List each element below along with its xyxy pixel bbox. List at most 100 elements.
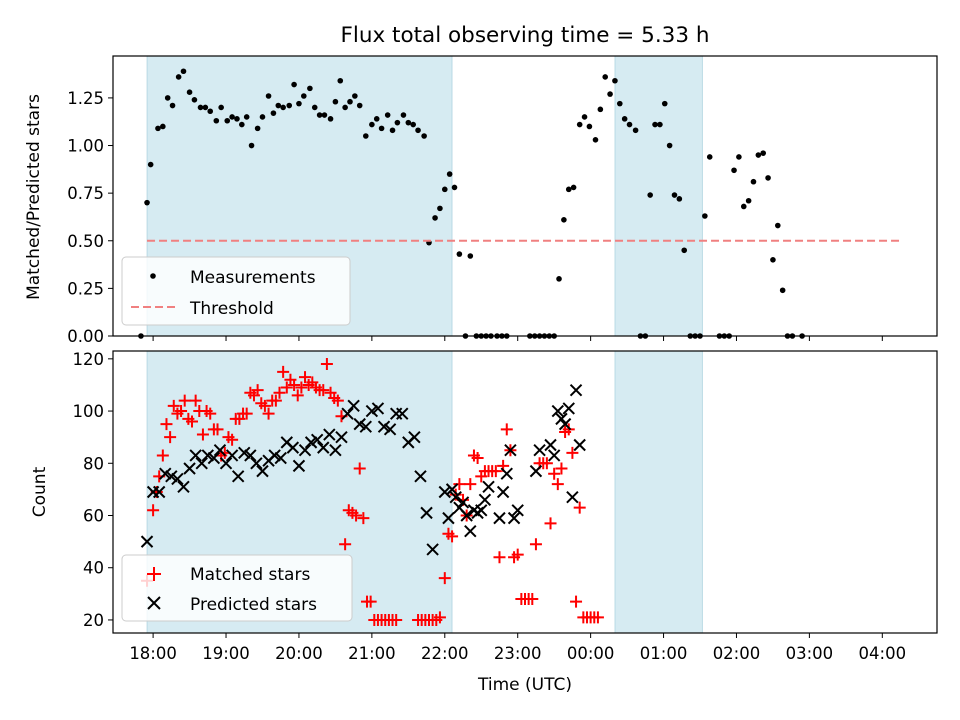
matched-star-point	[446, 530, 459, 543]
measurement-point	[144, 199, 150, 206]
measurement-point	[342, 104, 348, 111]
matched-star-point	[544, 517, 557, 530]
measurement-point	[321, 112, 328, 118]
predicted-star-point	[547, 449, 561, 462]
matched-star-point	[353, 462, 366, 475]
measurement-point	[164, 95, 171, 101]
predicted-star-point	[482, 480, 495, 493]
measurement-point	[229, 114, 235, 120]
matched-star-point	[500, 423, 513, 436]
predicted-star-point	[171, 472, 184, 486]
x-axis-label: Time (UTC)	[477, 675, 572, 695]
count-y-tick-label: 40	[83, 559, 104, 578]
predicted-star-point	[341, 407, 354, 420]
matched-star-point	[529, 538, 542, 551]
matched-star-point	[291, 389, 304, 402]
x-tick-label: 03:00	[786, 644, 834, 663]
matched-star-point	[566, 446, 579, 459]
measurement-point	[207, 108, 214, 115]
predicted-star-point	[449, 491, 462, 504]
measurement-point	[602, 74, 609, 80]
x-tick-label: 19:00	[202, 644, 250, 663]
matched-star-point	[540, 457, 553, 470]
measurement-point	[286, 102, 293, 109]
predicted-star-point	[189, 449, 202, 462]
measurement-point	[373, 116, 380, 122]
predicted-star-point	[256, 464, 269, 478]
matched-star-point	[189, 394, 202, 407]
predicted-star-point	[396, 407, 409, 420]
measurement-point	[740, 203, 747, 210]
predicted-legend-label: Predicted stars	[190, 595, 317, 615]
ratio-y-tick-label: 1.00	[67, 137, 104, 156]
x-tick-label: 21:00	[348, 644, 396, 663]
measurement-point	[597, 106, 604, 113]
measurement-point	[415, 127, 421, 134]
measurement-point	[191, 97, 198, 103]
matched-star-point	[164, 431, 177, 444]
matched-star-point	[185, 415, 198, 428]
predicted-star-point	[569, 383, 583, 397]
predicted-star-point	[244, 449, 257, 462]
measurement-point	[291, 81, 297, 88]
matched-star-point	[273, 386, 286, 399]
ratio-legend: Measurements Threshold	[121, 256, 351, 326]
predicted-star-point	[371, 402, 385, 415]
measurement-point	[362, 133, 369, 139]
bottom-y-axis-label: Count	[30, 466, 50, 517]
measurement-point	[652, 121, 658, 128]
measurement-point	[265, 93, 272, 99]
measurement-point	[671, 192, 678, 198]
matched-star-point	[175, 405, 188, 418]
predicted-star-point	[511, 504, 524, 517]
matched-star-point	[317, 384, 330, 397]
matched-star-point	[204, 407, 217, 420]
measurement-point	[155, 125, 161, 132]
matched-star-point	[277, 365, 290, 378]
predicted-star-point	[496, 485, 510, 499]
matched-star-point	[555, 462, 568, 475]
ratio-panel: 0.00 0.25 0.50 0.75 1.00 1.25	[67, 55, 938, 346]
matched-star-point	[339, 538, 352, 551]
predicted-star-point	[426, 543, 439, 556]
measurement-point	[456, 251, 463, 257]
predicted-star-point	[292, 459, 306, 473]
measurement-point	[400, 112, 407, 118]
matched-star-point	[464, 478, 477, 491]
matched-star-point	[156, 449, 169, 462]
measurement-point	[248, 142, 255, 149]
predicted-star-point	[414, 470, 427, 483]
matched-star-point	[251, 384, 264, 397]
predicted-star-point	[551, 404, 565, 418]
matched-star-point	[211, 423, 224, 436]
matched-star-point	[147, 504, 160, 517]
count-y-tick-label: 60	[83, 507, 104, 526]
measurement-point	[254, 125, 261, 132]
measurement-point	[337, 77, 344, 84]
predicted-star-point	[558, 417, 572, 431]
matched-star-point	[493, 551, 506, 564]
predicted-star-point	[544, 438, 557, 452]
measurement-point	[570, 184, 577, 191]
matched-star-point	[331, 394, 344, 407]
measurement-point	[451, 184, 458, 191]
measurement-point	[197, 104, 204, 111]
measurement-point	[565, 186, 572, 193]
predicted-star-point	[478, 493, 492, 507]
measurement-point	[467, 253, 474, 259]
measurement-point	[347, 98, 353, 105]
matched-star-point	[357, 512, 370, 525]
ratio-y-tick-label: 0.25	[67, 279, 104, 298]
predicted-star-point	[329, 444, 342, 457]
measurement-point	[280, 104, 286, 111]
measurements-legend-label: Measurements	[190, 268, 316, 288]
predicted-star-point	[274, 451, 287, 465]
measurement-point	[657, 121, 663, 128]
measurement-point	[259, 114, 266, 120]
measurement-point	[581, 114, 588, 120]
predicted-star-point	[317, 441, 330, 454]
predicted-star-point	[359, 420, 372, 433]
matched-star-point	[269, 394, 282, 407]
predicted-star-point	[442, 511, 455, 525]
measurement-point	[676, 196, 683, 202]
